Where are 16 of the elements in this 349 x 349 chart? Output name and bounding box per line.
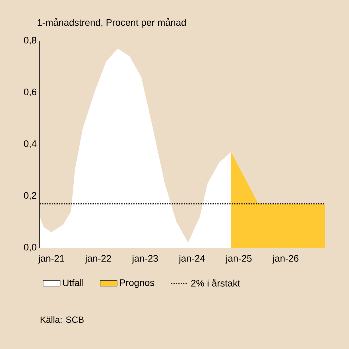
y-tick-label: 0,4 [24, 140, 37, 148]
x-tick-label: jan-24 [178, 255, 206, 264]
text: Källa: SCB [40, 316, 84, 324]
y-tick-label: 0,8 [24, 37, 37, 45]
x-tick-label: jan-23 [132, 255, 158, 264]
x-tick-label: jan-21 [38, 255, 64, 264]
legend-label: 2% i årstakt [191, 279, 240, 287]
y-tick-label: 0,0 [24, 244, 37, 252]
y-tick-label: 0,6 [24, 88, 37, 97]
legend-label: Prognos [120, 280, 154, 288]
x-tick-label: jan-26 [272, 255, 299, 264]
x-tick-label: jan-25 [226, 255, 252, 264]
x-tick-label: jan-22 [85, 255, 112, 264]
legend-label: Utfall [63, 279, 84, 286]
y-tick-label: 0,2 [24, 192, 37, 200]
chart-title: 1-månadstrend, Procent per månad [38, 18, 186, 28]
